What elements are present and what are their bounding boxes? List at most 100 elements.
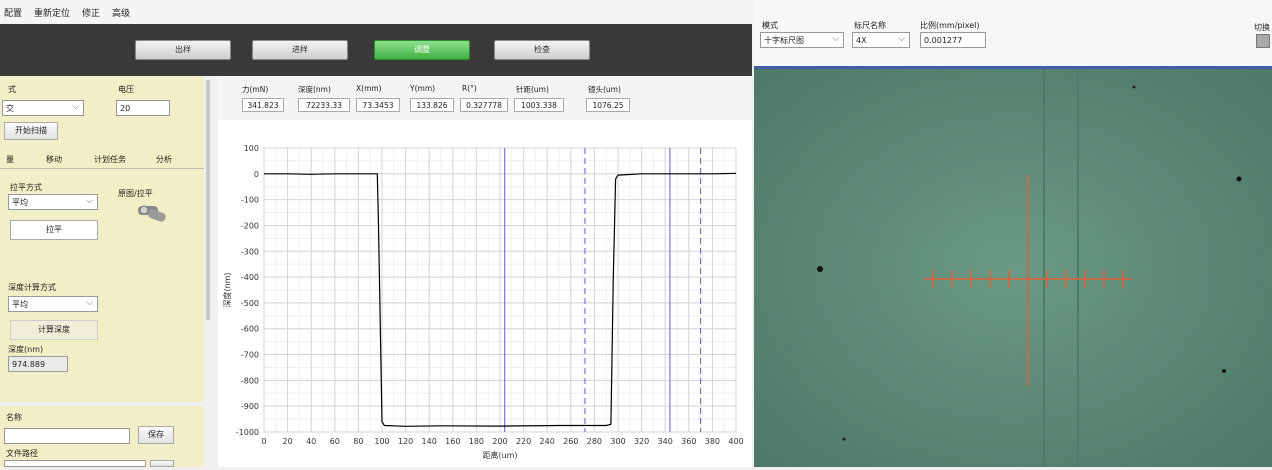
- depth-profile-line: [264, 172, 737, 427]
- readout-value-pitch: 1003.338: [514, 98, 564, 112]
- tab-move[interactable]: 移动: [46, 155, 62, 164]
- readout-value-r: 0.327778: [460, 98, 508, 112]
- x-tick-label: 320: [634, 437, 649, 446]
- x-tick-label: 360: [681, 437, 696, 446]
- menu-item-config[interactable]: 配置: [4, 8, 23, 19]
- x-tick-label: 340: [658, 437, 673, 446]
- readout-value-lens: 1076.25: [586, 98, 630, 112]
- level-toggle-switch[interactable]: [134, 202, 170, 224]
- readout-label-r: R(°): [462, 84, 477, 93]
- x-tick-label: 140: [422, 437, 437, 446]
- readout-value-force: 341.823: [242, 98, 284, 112]
- name-input[interactable]: [4, 428, 130, 444]
- ratio-value: 0.001277: [920, 32, 986, 48]
- x-axis-label: 距离(um): [482, 450, 517, 460]
- depth-value: 974.889: [8, 356, 68, 372]
- debris-spot: [842, 437, 846, 441]
- microscope-background: [754, 69, 1272, 467]
- left-panel-scrollbar[interactable]: [206, 80, 210, 320]
- path-input[interactable]: [4, 460, 146, 467]
- camera-mode-select[interactable]: 十字标尺图: [760, 31, 844, 48]
- adjust-button[interactable]: 调整: [374, 40, 470, 60]
- y-tick-label: 0: [254, 170, 259, 179]
- x-tick-label: 100: [374, 437, 389, 446]
- level-toggle-label: 原图/拉平: [118, 189, 153, 198]
- x-tick-label: 160: [445, 437, 460, 446]
- menu-item-advanced[interactable]: 高级: [112, 8, 131, 19]
- camera-mode-label: 模式: [762, 21, 778, 30]
- menu-item-relocate[interactable]: 重新定位: [34, 8, 71, 19]
- inspect-button[interactable]: 检查: [494, 40, 590, 60]
- x-tick-label: 60: [330, 437, 340, 446]
- path-label: 文件路径: [6, 449, 38, 458]
- x-tick-label: 220: [516, 437, 531, 446]
- unload-sample-button[interactable]: 出样: [135, 40, 231, 60]
- y-tick-label: -100: [241, 196, 259, 205]
- toggle-switch-icon: [138, 205, 166, 222]
- x-tick-label: 180: [469, 437, 484, 446]
- readout-value-y: 133.826: [410, 98, 454, 112]
- debris-spot: [817, 266, 823, 272]
- x-tick-label: 300: [610, 437, 625, 446]
- save-button[interactable]: 保存: [138, 426, 174, 444]
- switch-label: 切换: [1254, 23, 1270, 32]
- depth-method-select[interactable]: 平均: [8, 295, 98, 312]
- ruler-name-label: 标尺名称: [854, 21, 886, 30]
- start-scan-button[interactable]: 开始扫描: [4, 122, 58, 140]
- readout-label-depth: 深度(nm): [298, 85, 331, 94]
- readout-label-force: 力(mN): [242, 85, 269, 94]
- menu-item-fix[interactable]: 修正: [82, 8, 101, 19]
- calc-depth-button[interactable]: 计算深度: [10, 320, 98, 340]
- y-tick-label: -700: [241, 351, 259, 360]
- readout-label-y: Y(mm): [410, 84, 436, 93]
- y-tick-label: -600: [241, 325, 259, 334]
- debris-spot: [1222, 369, 1226, 373]
- tab-measure[interactable]: 量: [6, 155, 14, 164]
- ratio-label: 比例(mm/pixel): [920, 21, 980, 30]
- measurement-readouts: 力(mN) 341.823 深度(nm) 72233.33 X(mm) 73.3…: [218, 76, 752, 121]
- depth-method-label: 深度计算方式: [8, 283, 56, 292]
- ruler-name-select[interactable]: 4X: [852, 31, 910, 48]
- y-tick-label: -900: [241, 402, 259, 411]
- y-tick-label: -1000: [236, 428, 259, 437]
- readout-value-depth: 72233.33: [298, 98, 350, 112]
- y-tick-label: -500: [241, 299, 259, 308]
- x-tick-label: 0: [261, 437, 266, 446]
- load-sample-button[interactable]: 进样: [252, 40, 348, 60]
- y-tick-label: 100: [244, 144, 259, 153]
- tab-divider: [0, 168, 204, 169]
- switch-toggle[interactable]: [1256, 34, 1270, 48]
- x-tick-label: 80: [353, 437, 363, 446]
- level-button[interactable]: 拉平: [10, 220, 98, 240]
- tab-analysis[interactable]: 分析: [156, 155, 172, 164]
- x-tick-label: 260: [563, 437, 578, 446]
- voltage-input[interactable]: 20: [116, 100, 170, 116]
- y-tick-label: -200: [241, 221, 259, 230]
- menu-bar: 配置 重新定位 修正 高级: [0, 0, 752, 24]
- voltage-label: 电压: [118, 85, 134, 94]
- left-control-panel: 式 交 电压 20 开始扫描 量 移动 计划任务 分析 拉平方式 平均 原图/拉…: [0, 76, 204, 467]
- x-tick-label: 380: [705, 437, 720, 446]
- x-tick-label: 20: [283, 437, 293, 446]
- x-tick-label: 120: [398, 437, 413, 446]
- readout-label-x: X(mm): [356, 84, 382, 93]
- camera-settings-bar: 模式 十字标尺图 标尺名称 4X 比例(mm/pixel) 0.001277 切…: [754, 0, 1272, 66]
- depth-profile-chart: 0 20 40 60 80 100 120 140 160 180 200 220 240 260 280 3…: [218, 120, 752, 467]
- x-tick-label: 200: [492, 437, 507, 446]
- x-tick-label: 240: [540, 437, 555, 446]
- readout-label-pitch: 针距(um): [516, 85, 549, 94]
- y-axis-label: 深度(nm): [222, 272, 232, 307]
- debris-spot: [1236, 176, 1242, 182]
- y-tick-label: -300: [241, 247, 259, 256]
- microscope-view[interactable]: [754, 66, 1272, 467]
- crosshair-ruler-icon: [924, 175, 1132, 387]
- mode-select[interactable]: 交: [2, 99, 84, 116]
- level-method-label: 拉平方式: [10, 183, 42, 192]
- main-toolbar: 出样 进样 调整 检查: [0, 24, 752, 76]
- chart-svg: 0 20 40 60 80 100 120 140 160 180 200 220 240 260 280 3…: [222, 144, 744, 460]
- tab-schedule[interactable]: 计划任务: [94, 155, 126, 164]
- y-tick-label: -400: [241, 273, 259, 282]
- readout-label-lens: 镜头(um): [588, 85, 621, 94]
- browse-button[interactable]: [150, 460, 174, 467]
- level-method-select[interactable]: 平均: [8, 193, 98, 210]
